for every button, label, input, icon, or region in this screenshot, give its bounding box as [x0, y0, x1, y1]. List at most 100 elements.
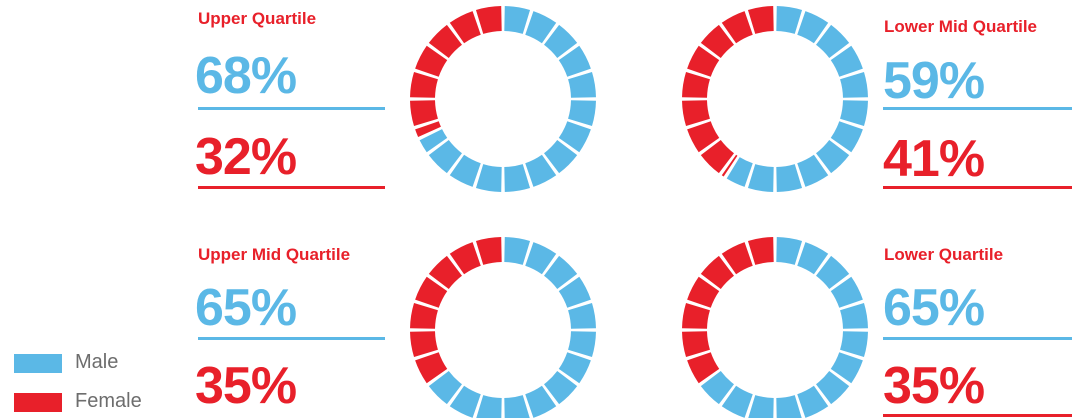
donut-segment-male — [476, 395, 502, 418]
female-underline — [883, 414, 1072, 417]
donut-segment-male — [776, 6, 803, 34]
donut-segment-male — [747, 164, 774, 192]
donut-segment-male — [726, 157, 753, 187]
male-percentage: 65% — [883, 279, 985, 337]
panel-title: Lower Quartile — [884, 245, 1004, 264]
donut-segment-female — [428, 255, 462, 289]
donut-slice-female — [410, 6, 502, 137]
legend-swatch-male — [14, 354, 62, 373]
donut-segment-male — [830, 45, 863, 77]
donut-slice-male — [700, 237, 868, 418]
donut-segment-male — [525, 242, 557, 275]
panel-title: Upper Mid Quartile — [198, 245, 351, 264]
male-underline — [198, 337, 385, 340]
donut-segment-male — [558, 45, 591, 77]
donut-segment-male — [797, 242, 829, 275]
panel-title: Lower Mid Quartile — [884, 17, 1038, 36]
donut-segment-male — [797, 385, 829, 418]
donut-segment-male — [544, 140, 578, 174]
female-percentage: 35% — [195, 357, 297, 415]
donut-segment-male — [776, 395, 802, 418]
donut-segment-female — [700, 140, 734, 174]
donut-slice-male — [428, 237, 596, 418]
donut-segment-female — [747, 6, 774, 34]
donut-segment-female — [410, 331, 438, 358]
donut-segment-female — [410, 71, 438, 98]
donut-segment-male — [840, 302, 868, 329]
donut-segment-male — [449, 385, 481, 418]
donut-segment-male — [816, 371, 850, 405]
female-underline — [883, 186, 1072, 189]
donut-segment-male — [840, 331, 868, 358]
donut-slice-female — [682, 237, 774, 384]
donut-segment-female — [415, 45, 448, 77]
donut-segment-male — [816, 24, 850, 58]
donut-segment-male — [544, 24, 578, 58]
donut-segment-male — [776, 164, 803, 192]
male-underline — [198, 107, 385, 110]
donut-slice-male — [726, 6, 868, 192]
legend-label-female: Female — [75, 390, 142, 412]
donut-segment-female — [747, 237, 774, 265]
donut-segment-male — [748, 395, 774, 418]
donut-segment-male — [816, 140, 850, 174]
donut-segment-female — [449, 242, 481, 275]
donut-segment-male — [504, 164, 531, 192]
donut-slice-male — [419, 6, 596, 192]
donut-segment-female — [721, 154, 738, 177]
donut-segment-female — [475, 237, 502, 265]
donut-segment-male — [544, 371, 578, 405]
donut-segment-female — [721, 11, 753, 44]
donut-segment-male — [558, 121, 591, 153]
donut-segment-male — [568, 71, 596, 98]
legend-swatch-female — [14, 393, 62, 412]
donut-segment-female — [687, 45, 720, 77]
donut-segment-female — [682, 100, 710, 127]
donut-segment-male — [544, 255, 578, 289]
donut-segment-male — [525, 11, 557, 44]
donut-segment-male — [816, 255, 850, 289]
male-percentage: 68% — [195, 47, 297, 105]
female-percentage: 35% — [883, 357, 985, 415]
donut-segment-male — [504, 395, 530, 418]
donut-segment-male — [840, 100, 868, 127]
donut-segment-male — [700, 371, 734, 405]
donut-segment-female — [687, 121, 720, 153]
male-underline — [883, 107, 1072, 110]
legend-label-male: Male — [75, 351, 119, 373]
donut-segment-male — [776, 237, 803, 265]
donut-segment-male — [830, 276, 863, 308]
donut-segment-male — [525, 385, 557, 418]
donut-segment-female — [428, 24, 462, 58]
donut-segment-male — [504, 237, 531, 265]
male-percentage: 65% — [195, 279, 297, 337]
donut-segment-male — [449, 154, 481, 187]
donut-segment-female — [410, 100, 438, 127]
female-percentage: 32% — [195, 128, 297, 186]
donut-segment-female — [415, 276, 448, 308]
donut-segment-male — [504, 6, 531, 34]
donut-segment-female — [687, 276, 720, 308]
donut-segment-female — [449, 11, 481, 44]
donut-segment-male — [840, 71, 868, 98]
male-percentage: 59% — [883, 52, 985, 110]
female-percentage: 41% — [883, 130, 985, 188]
panel-title: Upper Quartile — [198, 9, 317, 28]
donut-segment-female — [700, 255, 734, 289]
male-underline — [883, 337, 1072, 340]
donut-segment-female — [682, 71, 710, 98]
female-underline — [198, 186, 385, 189]
donut-segment-male — [525, 154, 557, 187]
donut-segment-female — [475, 6, 502, 34]
donut-segment-male — [830, 121, 863, 153]
donut-segment-male — [558, 352, 591, 384]
donut-slice-female — [410, 237, 502, 384]
donut-segment-female — [410, 302, 438, 329]
donut-segment-male — [830, 352, 863, 384]
donut-segment-male — [721, 385, 753, 418]
donut-segment-female — [682, 302, 710, 329]
